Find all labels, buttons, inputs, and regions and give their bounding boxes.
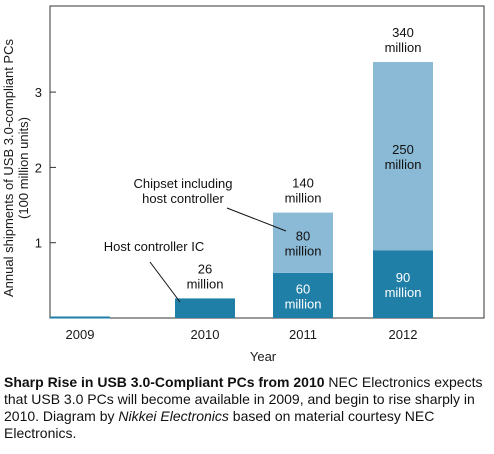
segment-label-2011-0-line-0: 60 [296, 281, 310, 296]
bar-2010-host-controller-ic [175, 298, 235, 318]
x-tick-label-2012: 2012 [389, 327, 418, 342]
total-label-2011-line-1: million [285, 191, 322, 206]
annotation-host-controller-line-0: Host controller IC [104, 239, 204, 254]
segment-label-2011-0-line-1: million [285, 296, 322, 311]
figure-caption: Sharp Rise in USB 3.0-Compliant PCs from… [4, 374, 492, 442]
y-tick-label-2: 2 [35, 160, 42, 175]
annotation-host-controller-leader [149, 261, 181, 303]
segment-label-2012-1-line-0: 250 [392, 142, 414, 157]
annotation-chipset-leader [226, 207, 287, 232]
total-label-2012-line-1: million [385, 40, 422, 55]
total-label-2010-line-1: million [187, 276, 224, 291]
annotation-chipset-line-1: host controller [142, 191, 224, 206]
total-label-2012-line-0: 340 [392, 25, 414, 40]
bar-2009-host-controller-ic [50, 316, 110, 319]
usb3-shipments-chart: 1 2 3 Annual shipments of USB 3.0-compliant… [1, 5, 485, 364]
segment-label-2012-0-line-1: million [385, 285, 422, 300]
caption-text-2: based on material courtesy NEC Electroni… [4, 408, 435, 441]
bar-2011-chipset [273, 212, 333, 273]
caption-publication: Nikkei Electronics [118, 408, 229, 424]
y-axis-label-line-0: Annual shipments of USB 3.0-compliant PC… [1, 39, 16, 297]
plot-frame [49, 5, 485, 319]
segment-label-2011-1-line-0: 80 [296, 229, 310, 244]
segment-label-2012-1-line-1: million [385, 157, 422, 172]
bar-2012-chipset [373, 61, 433, 251]
x-tick-label-2011: 2011 [289, 327, 317, 342]
total-label-2011-line-0: 140 [292, 176, 314, 191]
total-label-2010-line-0: 26 [198, 261, 212, 276]
y-tick-label-3: 3 [35, 85, 42, 100]
bar-2011-host-controller-ic [273, 272, 333, 318]
x-axis-label: Year [250, 349, 277, 364]
caption-text-1: NEC Electronics expects that USB 3.0 PCs… [4, 374, 483, 424]
y-axis-label-line-1: (100 million units) [16, 117, 31, 219]
x-tick-label-2009: 2009 [66, 327, 95, 342]
caption-title: Sharp Rise in USB 3.0-Compliant PCs from… [4, 374, 325, 390]
segment-label-2012-0-line-0: 90 [396, 270, 410, 285]
chart-container: 1 2 3 Annual shipments of USB 3.0-compliant… [1, 5, 485, 364]
annotation-chipset-line-0: Chipset including [133, 176, 232, 191]
bar-2012-host-controller-ic [373, 250, 433, 318]
segment-label-2011-1-line-1: million [285, 244, 322, 259]
y-tick-label-1: 1 [35, 236, 42, 251]
x-tick-label-2010: 2010 [191, 327, 220, 342]
